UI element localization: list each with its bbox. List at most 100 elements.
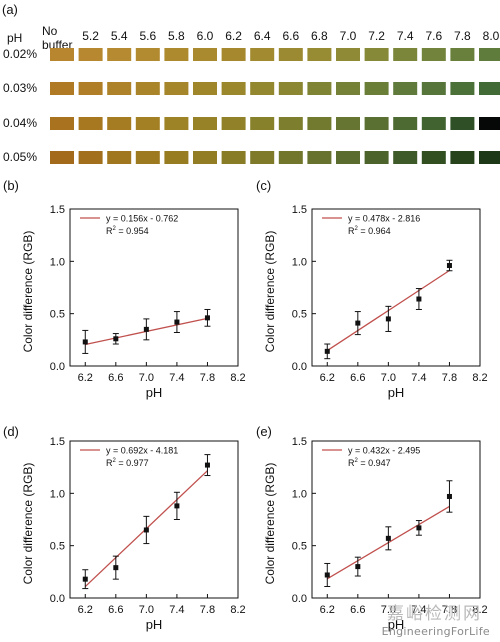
ph-header-6.4: 6.4 [254, 29, 271, 43]
row-label: 0.04% [3, 116, 37, 130]
color-swatch [364, 151, 389, 164]
plot-frame [311, 208, 481, 367]
y-axis-title: Color difference (RGB) [263, 463, 277, 585]
color-swatch [336, 48, 360, 61]
chart-panel-2: (d) 0.0 0.5 1.0 1.5 6.2 6.6 7.0 7.4 7.8 8.2 pH Color… [3, 424, 246, 632]
x-axis-title: pH [388, 385, 405, 400]
scatter-charts: (b) 0.0 0.5 1.0 1.5 6.2 6.6 7.0 7.4 7.8 8.2 pH Color… [3, 178, 488, 632]
color-swatch [107, 48, 132, 61]
legend-equation: y = 0.692x - 4.181 [106, 446, 178, 456]
ph-header-7.2: 7.2 [368, 29, 385, 43]
row-label: 0.05% [3, 150, 37, 164]
color-swatch [479, 151, 500, 164]
data-point [174, 319, 180, 325]
x-tick-label: 7.4 [411, 604, 426, 616]
legend-r2: R2 = 0.947 [348, 458, 391, 468]
panel-label: (b) [3, 178, 19, 193]
color-swatch [307, 82, 332, 95]
color-swatch [78, 151, 103, 164]
data-point [385, 535, 391, 541]
swatch-row: 0.02% [3, 47, 500, 61]
color-swatch [421, 82, 446, 95]
ph-header-5.6: 5.6 [139, 29, 156, 43]
x-tick-label: 7.4 [169, 604, 184, 616]
x-tick-label: 7.0 [381, 372, 396, 384]
data-point [143, 527, 149, 533]
color-swatch [78, 117, 103, 130]
color-swatch [135, 151, 160, 164]
y-axis-title: Color difference (RGB) [263, 231, 277, 353]
chart-panel-3: (e) 0.0 0.5 1.0 1.5 6.2 6.6 7.0 7.4 7.8 8.2 pH Color… [256, 424, 488, 632]
x-tick-label: 8.2 [472, 372, 487, 384]
color-swatch [78, 82, 103, 95]
x-tick-label: 6.6 [350, 604, 365, 616]
color-swatch [450, 151, 475, 164]
color-swatch [250, 48, 275, 61]
color-swatch [221, 151, 246, 164]
legend-r2: R2 = 0.954 [106, 226, 149, 236]
y-tick-label: 0.0 [50, 361, 65, 373]
color-swatch [421, 117, 446, 130]
color-swatch [107, 151, 132, 164]
y-tick-label: 0.0 [292, 593, 307, 605]
x-tick-label: 6.6 [108, 604, 123, 616]
ph-corner-label: pH [7, 31, 22, 45]
color-swatch [278, 117, 303, 130]
plot-frame [311, 440, 481, 599]
x-tick-label: 6.2 [320, 372, 335, 384]
ph-header-5.8: 5.8 [168, 29, 185, 43]
color-swatch [193, 151, 217, 164]
color-swatch [479, 82, 500, 95]
data-point [113, 336, 119, 342]
y-tick-label: 1.5 [292, 436, 307, 448]
data-point [143, 326, 149, 332]
x-tick-label: 8.2 [230, 372, 245, 384]
x-axis-title: pH [146, 617, 163, 632]
color-swatch [193, 48, 217, 61]
y-axis-title: Color difference (RGB) [21, 231, 35, 353]
color-swatch [393, 82, 418, 95]
color-swatch [393, 48, 418, 61]
y-tick-label: 1.0 [50, 256, 65, 268]
color-swatch [50, 151, 74, 164]
ph-column-headers: 5.2 5.4 5.6 5.8 6.0 6.2 6.4 6.6 6.8 7.0 7.2 7.4 7.6 7… [82, 29, 499, 43]
ph-header-5.2: 5.2 [82, 29, 99, 43]
color-swatch [278, 82, 303, 95]
x-tick-label: 7.8 [200, 372, 215, 384]
color-swatch [107, 117, 132, 130]
swatch-row: 0.03% [3, 81, 500, 95]
color-swatch [479, 48, 500, 61]
panel-label: (d) [3, 424, 19, 439]
data-point [324, 572, 330, 578]
ph-header-6.2: 6.2 [225, 29, 242, 43]
color-swatch [50, 117, 74, 130]
ph-header-6.0: 6.0 [197, 29, 214, 43]
y-tick-label: 1.5 [292, 204, 307, 216]
color-swatch [364, 82, 389, 95]
color-swatch [250, 82, 275, 95]
y-tick-label: 1.5 [50, 436, 65, 448]
swatch-row: 0.05% [3, 150, 500, 164]
color-swatch [135, 82, 160, 95]
color-swatch [336, 82, 360, 95]
data-point [355, 564, 361, 570]
color-swatch [307, 48, 332, 61]
x-tick-label: 7.0 [381, 604, 396, 616]
chart-panel-1: (c) 0.0 0.5 1.0 1.5 6.2 6.6 7.0 7.4 7.8 8.2 pH Color… [256, 178, 488, 400]
data-point [446, 263, 452, 269]
x-tick-label: 8.2 [472, 604, 487, 616]
y-tick-label: 0.5 [50, 309, 65, 321]
color-swatch [336, 151, 360, 164]
x-tick-label: 7.8 [200, 604, 215, 616]
y-tick-label: 1.5 [50, 204, 65, 216]
y-axis-title: Color difference (RGB) [21, 463, 35, 585]
color-swatch [364, 48, 389, 61]
data-point [204, 462, 210, 468]
color-swatch [421, 151, 446, 164]
swatch-rows: 0.02% 0.03% 0.04% 0.05% [3, 47, 500, 164]
data-point [355, 320, 361, 326]
y-tick-label: 0.0 [292, 361, 307, 373]
color-swatch [135, 48, 160, 61]
data-point [174, 503, 180, 509]
plot-frame [69, 208, 239, 367]
